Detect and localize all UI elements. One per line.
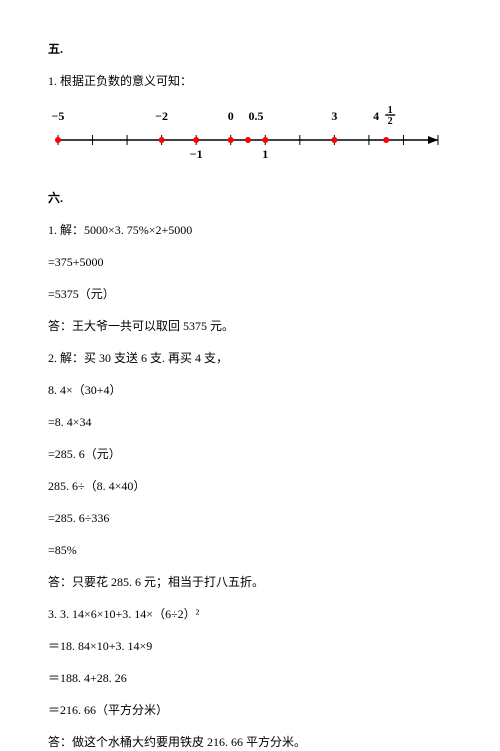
solution-line: =285. 6÷336 [48,509,452,527]
svg-text:−1: −1 [190,147,203,161]
solution-line: =8. 4×34 [48,413,452,431]
solution-line: =5375（元） [48,285,452,303]
solution-line: =375+5000 [48,253,452,271]
svg-text:0: 0 [228,109,234,123]
svg-text:4: 4 [373,109,379,123]
solution-line: ＝18. 84×10+3. 14×9 [48,637,452,655]
svg-text:−5: −5 [52,109,65,123]
svg-text:0.5: 0.5 [249,109,264,123]
svg-text:3: 3 [331,109,337,123]
solution-line: 285. 6÷（8. 4×40） [48,477,452,495]
solution-line: 答：做这个水桶大约要用铁皮 216. 66 平方分米。 [48,733,452,751]
solution-line: ＝188. 4+28. 26 [48,669,452,687]
solution-line: 答：王大爷一共可以取回 5375 元。 [48,317,452,335]
section-5-title: 五. [48,40,452,58]
solution-line: 3. 3. 14×6×10+3. 14×（6÷2）² [48,605,452,623]
solution-line: 答：只要花 285. 6 元；相当于打八五折。 [48,573,452,591]
number-line-figure: −5−2−100.513412 [48,104,452,171]
number-line-svg: −5−2−100.513412 [48,104,448,166]
section-5-item-1: 1. 根据正负数的意义可知： [48,72,452,90]
svg-text:2: 2 [388,116,393,127]
solution-line: =85% [48,541,452,559]
svg-text:1: 1 [262,147,268,161]
section-6-body: 1. 解：5000×3. 75%×2+5000 =375+5000 =5375（元）… [48,221,452,751]
solution-line: 2. 解：买 30 支送 6 支. 再买 4 支， [48,349,452,367]
section-6-title: 六. [48,189,452,207]
solution-line: ＝216. 66（平方分米） [48,701,452,719]
svg-text:−2: −2 [155,109,168,123]
solution-line: 8. 4×（30+4） [48,381,452,399]
solution-line: 1. 解：5000×3. 75%×2+5000 [48,221,452,239]
solution-line: =285. 6（元） [48,445,452,463]
